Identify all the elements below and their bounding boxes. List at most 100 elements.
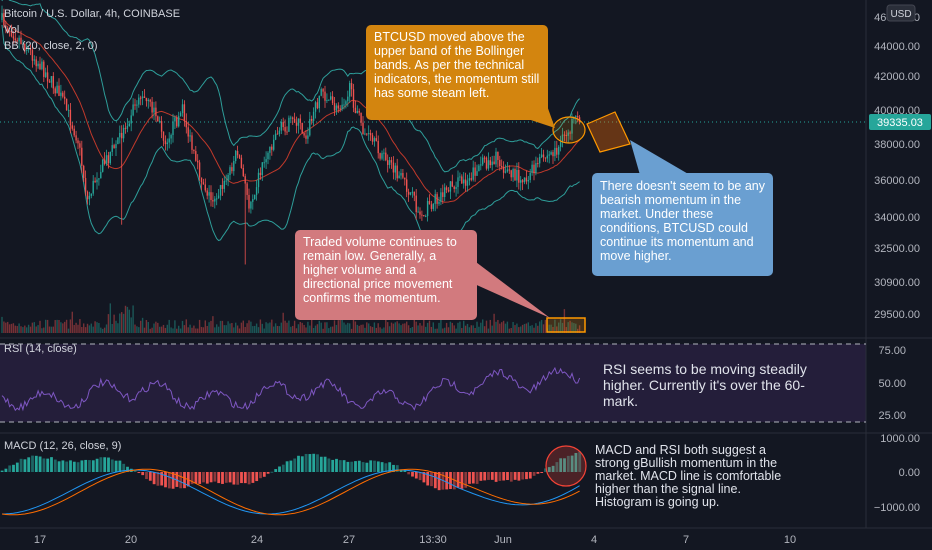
candle-body [353,89,354,108]
candle-body [374,138,375,142]
candle-body [313,112,314,121]
candle-body [577,116,578,117]
red-callout[interactable]: Traded volume continues to remain low. G… [295,230,477,320]
volume-bar [336,325,337,333]
volume-bar [131,317,132,333]
volume-bar [330,327,331,333]
macd-bar [312,454,315,472]
candle-body [100,172,101,178]
volume-bar [524,324,525,333]
volume-bar [188,327,189,333]
highlight-ellipse[interactable] [553,117,585,143]
candle-body [129,124,130,127]
macd-tick-label: 0.00 [899,467,920,479]
macd-note[interactable]: MACD and RSI both suggest a strong gBull… [595,444,795,509]
bb-legend[interactable]: BB (20, close, 2, 0) [4,40,98,52]
candle-body [378,141,379,153]
candle-body [522,180,523,182]
candle-body [127,126,128,129]
volume-bar [87,324,88,333]
macd-bar [540,472,543,473]
macd-highlight-circle[interactable] [546,446,586,486]
macd-bar [297,456,300,472]
volume-bar [359,326,360,333]
candle-body [167,143,168,145]
volume-bar [62,323,63,333]
volume-bar [315,326,316,333]
candle-body [277,134,278,135]
volume-bar [237,326,238,333]
blue-callout[interactable]: There doesn't seem to be any bearish mom… [592,173,773,276]
macd-bar [499,472,502,481]
volume-bar [34,322,35,333]
candle-body [195,151,196,161]
volume-bar [454,325,455,333]
candle-body [474,167,475,175]
candle-body [459,176,460,177]
candle-body [142,96,143,98]
candle-body [543,155,544,158]
volume-bar [294,321,295,333]
candle-body [455,187,456,189]
volume-bar [125,306,126,333]
volume-bar [368,323,369,333]
volume-bar [528,322,529,333]
candle-body [74,129,75,136]
macd-bar [1,471,4,472]
orange-callout[interactable]: BTCUSD moved above the upper band of the… [366,25,548,120]
macd-bar [96,459,99,472]
candle-body [138,98,139,105]
candle-body [113,145,114,148]
volume-bar [100,328,101,333]
volume-bar [89,325,90,333]
candle-body [161,121,162,132]
candle-body [372,135,373,141]
volume-bar [170,327,171,333]
macd-bar [419,472,422,480]
volume-bar [275,323,276,333]
volume-bar [241,323,242,333]
volume-bar [51,327,52,333]
candle-body [429,201,430,204]
candle-body [514,169,515,180]
rsi-note[interactable]: RSI seems to be moving steadily higher. … [603,361,818,409]
rsi-legend[interactable]: RSI (14, close) [4,343,77,355]
candle-body [531,165,532,173]
candle-body [560,142,561,147]
volume-legend[interactable]: Vol [4,24,19,36]
macd-bar [328,458,331,472]
volume-bar [58,320,59,333]
macd-bar [206,472,209,484]
volume-bar [17,326,18,333]
macd-legend[interactable]: MACD (12, 26, close, 9) [4,440,121,452]
candle-body [250,202,251,209]
volume-bar [328,328,329,333]
candle-body [184,104,185,121]
candle-body [435,194,436,204]
volume-bar [459,322,460,333]
volume-bar [273,327,274,333]
volume-bar [150,329,151,333]
volume-bar [43,328,44,333]
volume-bar [45,320,46,333]
macd-bar [331,460,334,472]
candle-body [490,160,491,165]
macd-bar [195,472,198,484]
symbol-title[interactable]: Bitcoin / U.S. Dollar, 4h, COINBASE [4,8,180,20]
macd-bar [537,472,540,474]
price-tick-label: 30900.00 [874,277,920,289]
volume-bar [395,322,396,333]
candle-body [381,153,382,159]
volume-bar [427,323,428,333]
macd-bar [183,472,186,488]
volume-highlight-box[interactable] [547,318,585,332]
volume-bar [174,320,175,333]
candle-body [484,158,485,159]
volume-bar [345,325,346,333]
macd-bar [100,457,103,472]
candle-body [309,119,310,135]
macd-bar [31,456,34,472]
macd-bar [16,463,19,472]
macd-bar [153,472,156,484]
volume-bar [119,313,120,333]
